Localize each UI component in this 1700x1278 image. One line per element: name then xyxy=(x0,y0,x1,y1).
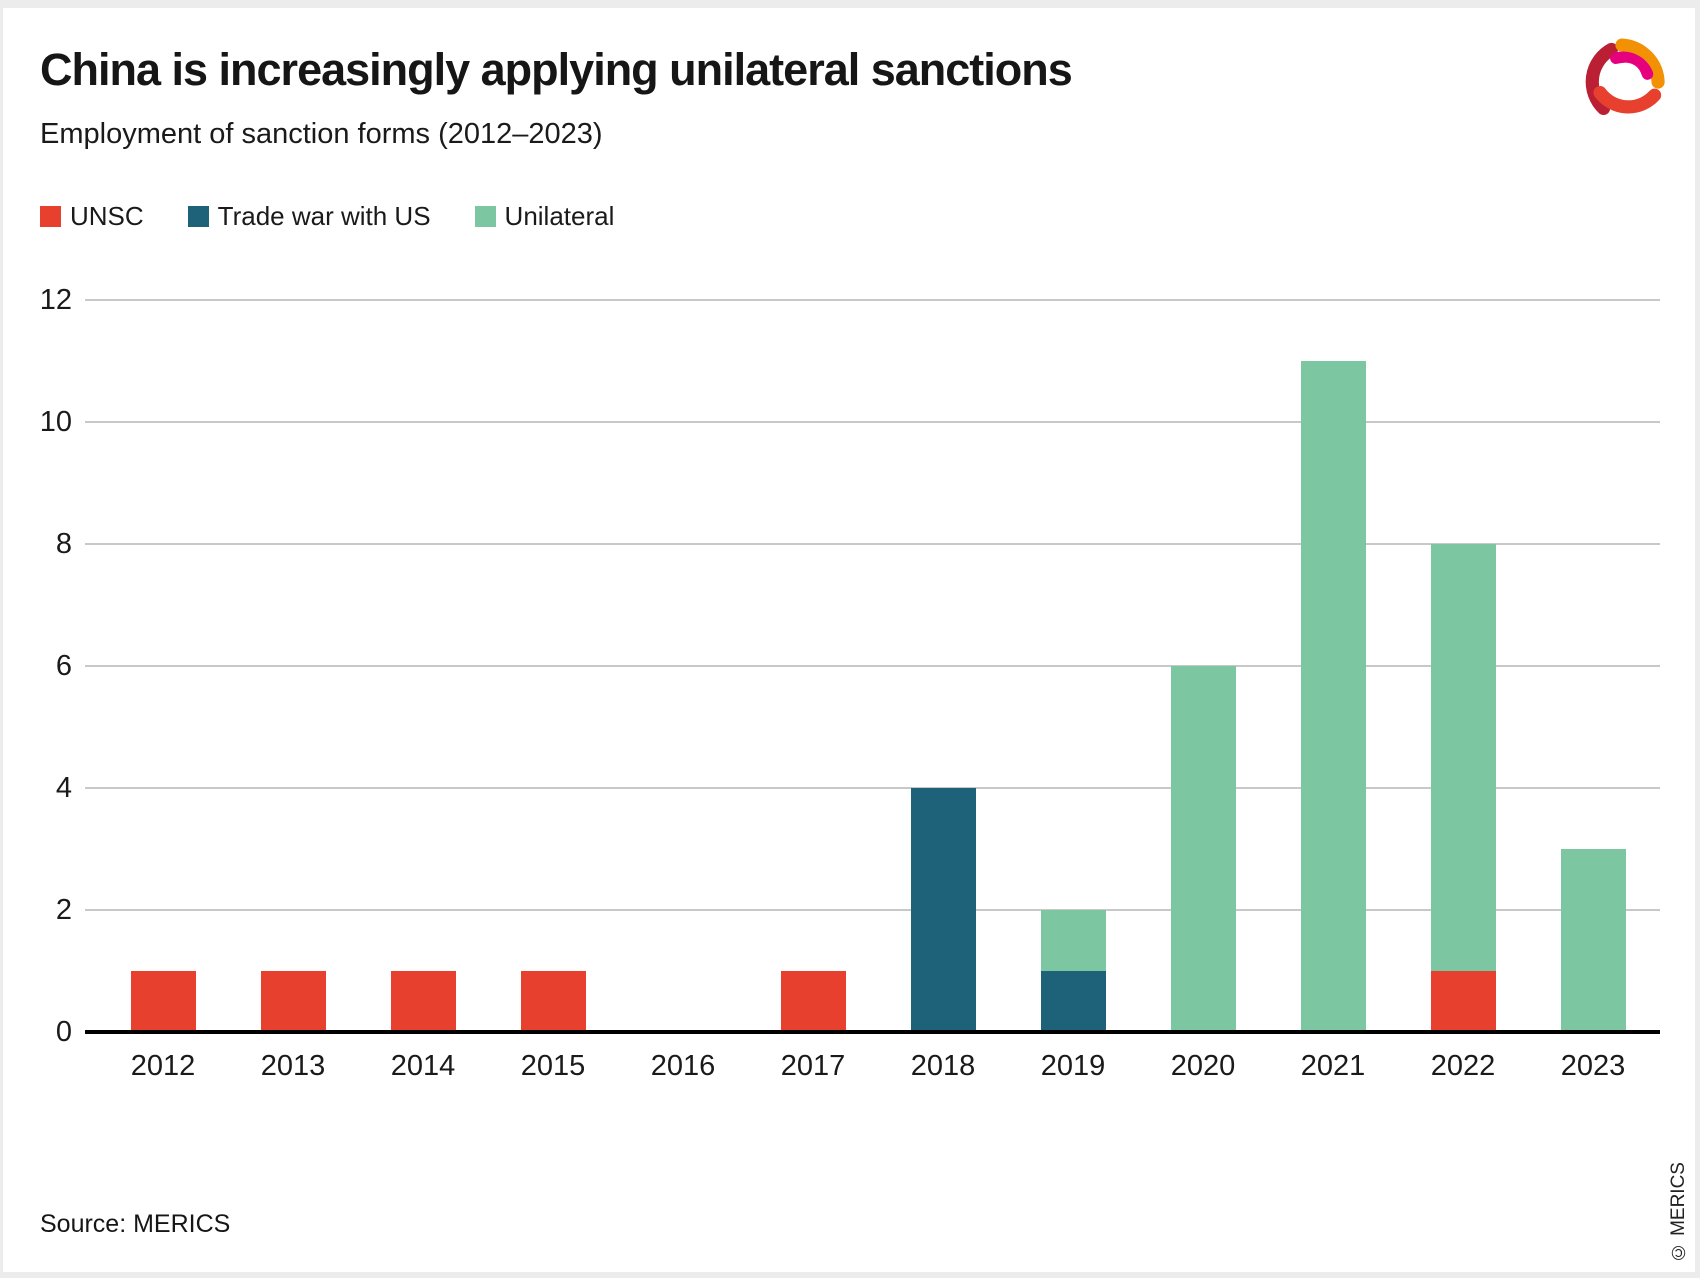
y-axis-label-12: 12 xyxy=(39,284,72,316)
x-axis-label-2017: 2017 xyxy=(780,1050,846,1082)
x-axis-label-2022: 2022 xyxy=(1430,1050,1496,1082)
legend-label-unilateral: Unilateral xyxy=(504,201,615,231)
bar-2018-trade_war xyxy=(910,788,976,1032)
legend-swatch-unsc-icon xyxy=(40,206,61,227)
bar-2022-unilateral xyxy=(1430,544,1496,971)
bar-2013-unsc xyxy=(260,971,326,1032)
x-axis-label-2020: 2020 xyxy=(1170,1050,1236,1082)
y-axis-label-10: 10 xyxy=(39,406,72,438)
gridline-y-10 xyxy=(85,421,1660,423)
legend-swatch-trade_war-icon xyxy=(187,206,209,227)
x-axis-label-2014: 2014 xyxy=(390,1050,456,1082)
y-axis-label-8: 8 xyxy=(55,528,72,560)
x-axis-label-2015: 2015 xyxy=(520,1050,586,1082)
bar-2012-unsc xyxy=(130,971,196,1032)
y-axis-label-2: 2 xyxy=(55,894,72,926)
y-axis-label-4: 4 xyxy=(55,772,72,804)
source-note: Source: MERICS xyxy=(40,1210,231,1238)
legend-label-trade_war: Trade war with US xyxy=(217,201,431,231)
gridline-y-6 xyxy=(85,665,1660,667)
bar-2017-unsc xyxy=(780,971,846,1032)
gridline-y-2 xyxy=(85,909,1660,911)
legend-item-trade_war: Trade war with US xyxy=(187,201,431,232)
bar-2014-unsc xyxy=(390,971,456,1032)
gridline-y-12 xyxy=(85,299,1660,301)
x-axis-label-2021: 2021 xyxy=(1300,1050,1366,1082)
x-axis-label-2019: 2019 xyxy=(1040,1050,1106,1082)
chart-subtitle: Employment of sanction forms (2012–2023) xyxy=(40,118,603,150)
copyright-note: © MERICS xyxy=(1668,1161,1689,1262)
legend-label-unsc: UNSC xyxy=(70,201,144,231)
bar-2021-unilateral xyxy=(1300,361,1366,1032)
bar-2015-unsc xyxy=(520,971,586,1032)
x-axis-line xyxy=(85,1030,1660,1034)
gridline-y-8 xyxy=(85,543,1660,545)
page-title: China is increasingly applying unilatera… xyxy=(40,44,1073,95)
y-axis-label-0: 0 xyxy=(55,1016,72,1048)
bar-2023-unilateral xyxy=(1560,849,1626,1032)
chart-card xyxy=(3,8,1695,1272)
y-axis-label-6: 6 xyxy=(55,650,72,682)
x-axis-label-2018: 2018 xyxy=(910,1050,976,1082)
legend-swatch-unilateral-icon xyxy=(474,206,496,227)
gridline-y-4 xyxy=(85,787,1660,789)
x-axis-label-2013: 2013 xyxy=(260,1050,326,1082)
legend: UNSC Trade war with US Unilateral xyxy=(40,201,614,232)
x-axis-label-2016: 2016 xyxy=(650,1050,716,1082)
merics-logo-icon xyxy=(1585,38,1665,115)
x-axis-label-2012: 2012 xyxy=(130,1050,196,1082)
legend-item-unsc: UNSC xyxy=(40,201,144,232)
bar-2019-unilateral xyxy=(1040,910,1106,971)
bar-2020-unilateral xyxy=(1170,666,1236,1032)
legend-item-unilateral: Unilateral xyxy=(474,201,615,232)
x-axis-label-2023: 2023 xyxy=(1560,1050,1626,1082)
bar-2022-unsc xyxy=(1430,971,1496,1032)
bar-2019-trade_war xyxy=(1040,971,1106,1032)
